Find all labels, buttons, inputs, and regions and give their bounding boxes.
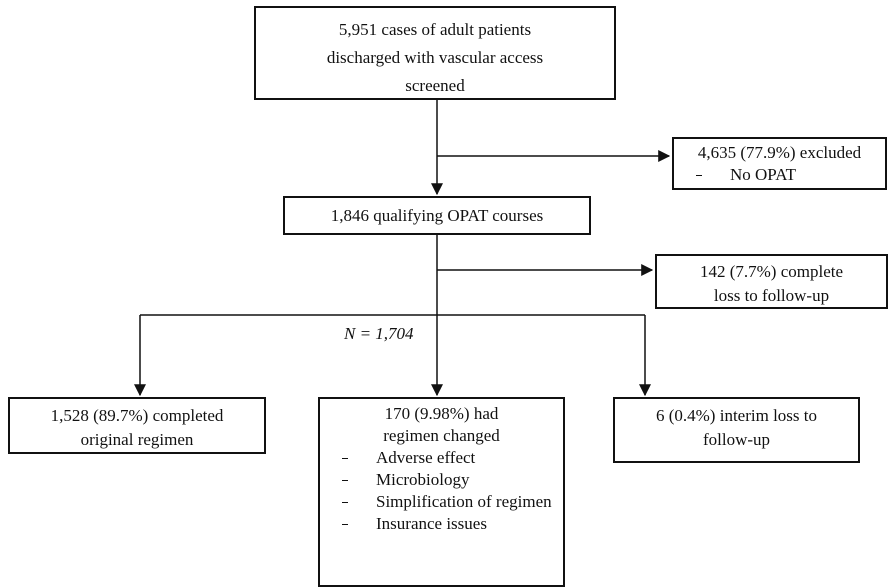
node-box: 142 (7.7%) complete loss to follow-up: [655, 254, 888, 309]
list-item: Adverse effect: [342, 447, 563, 469]
page: 5,951 cases of adult patients discharged …: [8, 6, 888, 587]
node-text: 1,528 (89.7%) completed: [50, 406, 224, 425]
connectors: [134, 100, 671, 397]
list-item: No OPAT: [696, 164, 885, 186]
node-text: 4,635 (77.9%) excluded: [697, 143, 862, 162]
node-box: 6 (0.4%) interim loss to follow-up: [613, 397, 860, 463]
node-box: 5,951 cases of adult patients discharged …: [254, 6, 616, 100]
node-text: discharged with vascular access: [326, 48, 544, 67]
node-list: Adverse effect Microbiology Simplification…: [320, 447, 563, 535]
node-list: No OPAT: [674, 164, 885, 186]
node-box: 4,635 (77.9%) excluded No OPAT: [672, 137, 887, 190]
node-box: 1,846 qualifying OPAT courses: [283, 196, 591, 235]
list-item: Microbiology: [342, 469, 563, 491]
node-text: 142 (7.7%) complete: [699, 262, 844, 281]
node-text: 5,951 cases of adult patients: [338, 20, 532, 39]
node-text: 6 (0.4%) interim loss to: [655, 406, 817, 425]
node-box: 170 (9.98%) had regimen changed Adverse ef…: [318, 397, 565, 587]
node-text: loss to follow-up: [713, 286, 830, 305]
node-box: 1,528 (89.7%) completed original regimen: [8, 397, 266, 454]
node-text: regimen changed: [383, 426, 500, 445]
list-item: Insurance issues: [342, 513, 563, 535]
node-text: 1,846 qualifying OPAT courses: [330, 206, 544, 225]
node-text: follow-up: [702, 430, 771, 449]
node-text: original regimen: [80, 430, 194, 449]
annotation: N = 1,704: [344, 324, 414, 343]
node-text: 170 (9.98%) had: [384, 404, 499, 423]
list-item: Simplification of regimen: [342, 491, 563, 513]
node-text: screened: [405, 76, 465, 95]
